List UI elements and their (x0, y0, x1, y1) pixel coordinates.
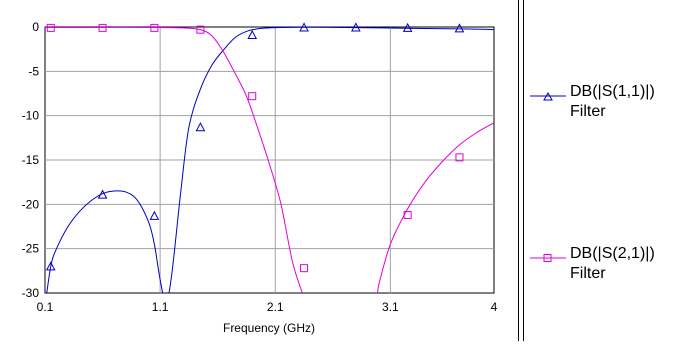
line-chart: 0.1 1.1 2.1 3.1 4 0 -5 -10 -15 -20 -25 -30 Frequenc… (0, 0, 519, 341)
x-tick-label: 4 (491, 300, 498, 314)
y-tick-label: -30 (22, 286, 40, 300)
y-tick-label: -5 (28, 64, 39, 78)
x-tick-label: 2.1 (267, 300, 284, 314)
y-tick-label: -20 (22, 197, 40, 211)
legend-label-s11: DB(|S(1,1)|) (570, 82, 655, 102)
legend-sublabel-s21: Filter (570, 264, 655, 284)
y-tick-label: 0 (32, 20, 39, 34)
y-tick-label: -15 (22, 153, 40, 167)
plot-panel: 0.1 1.1 2.1 3.1 4 0 -5 -10 -15 -20 -25 -30 Frequenc… (0, 0, 519, 341)
legend-swatch-s21 (530, 252, 566, 264)
legend-label-s21: DB(|S(2,1)|) (570, 244, 655, 264)
legend: DB(|S(1,1)|) Filter DB(|S(2,1)|) Filter (523, 0, 677, 341)
y-tick-label: -25 (22, 242, 40, 256)
x-tick-label: 0.1 (37, 300, 54, 314)
y-tick-label: -10 (22, 109, 40, 123)
legend-swatch-s11 (530, 90, 566, 102)
x-tick-label: 1.1 (152, 300, 169, 314)
legend-sublabel-s11: Filter (570, 102, 655, 122)
x-axis-label: Frequency (GHz) (223, 321, 315, 335)
x-tick-label: 3.1 (382, 300, 399, 314)
